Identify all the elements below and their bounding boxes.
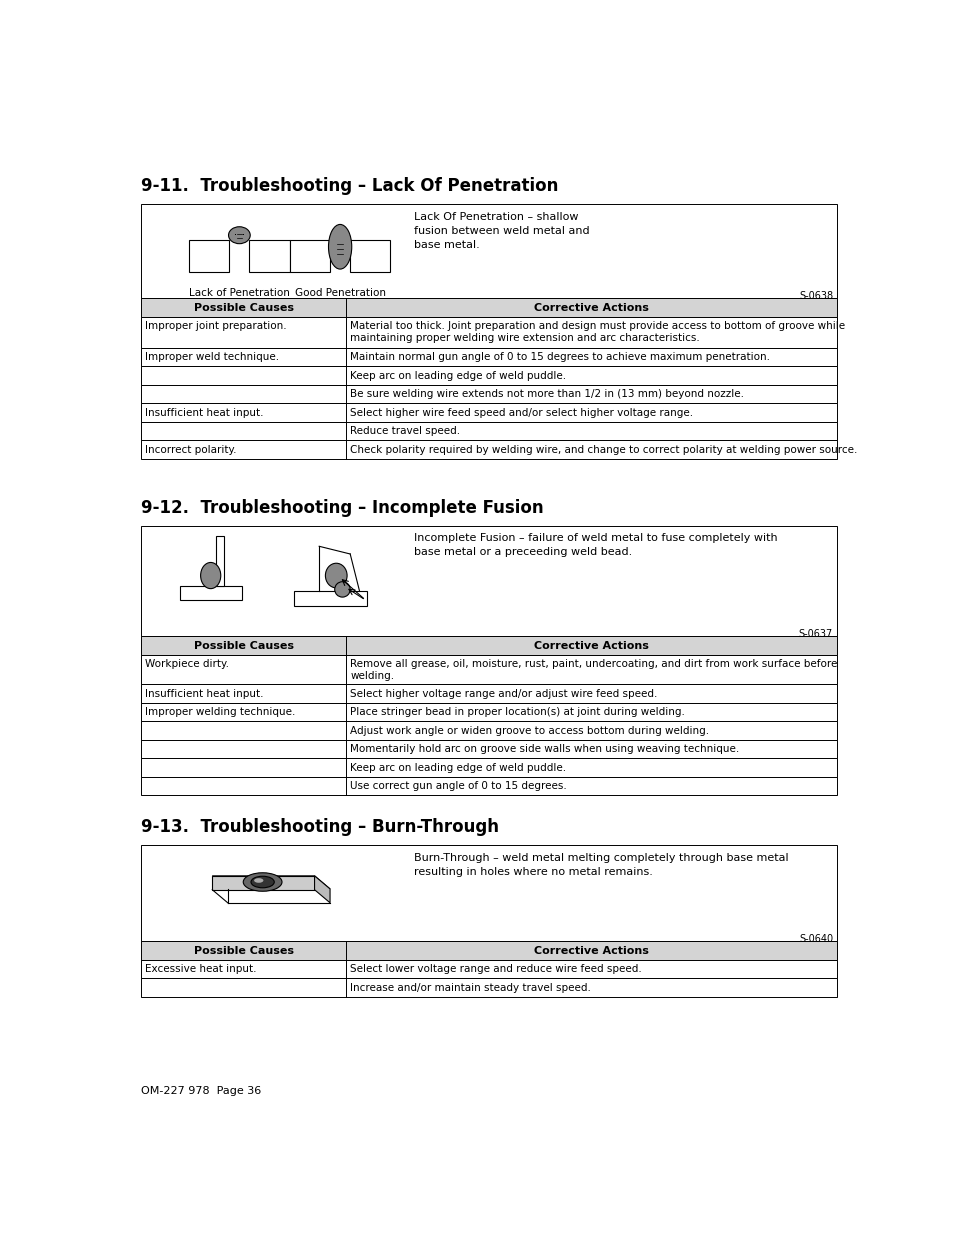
Bar [290,240,330,272]
Text: Reduce travel speed.: Reduce travel speed. [350,426,459,436]
Text: Keep arc on leading edge of weld puddle.: Keep arc on leading edge of weld puddle. [350,370,566,380]
Bar [141,403,836,421]
Text: Corrective Actions: Corrective Actions [534,641,648,651]
Text: Adjust work angle or widen groove to access bottom during welding.: Adjust work angle or widen groove to acc… [350,726,708,736]
Bar [141,978,836,997]
Text: Incorrect polarity.: Incorrect polarity. [145,445,236,454]
Text: Possible Causes: Possible Causes [193,303,294,312]
Text: 9-12.  Troubleshooting – Incomplete Fusion: 9-12. Troubleshooting – Incomplete Fusio… [141,499,543,516]
Ellipse shape [251,877,274,888]
Bar [141,204,836,299]
Bar [141,777,836,795]
Text: Check polarity required by welding wire, and change to correct polarity at weldi: Check polarity required by welding wire,… [350,445,857,454]
Text: Improper joint preparation.: Improper joint preparation. [145,321,286,331]
Text: Possible Causes: Possible Causes [193,641,294,651]
Text: Insufficient heat input.: Insufficient heat input. [145,689,263,699]
Ellipse shape [243,873,282,892]
Text: Burn-Through – weld metal melting completely through base metal
resulting in hol: Burn-Through – weld metal melting comple… [414,852,787,877]
Text: Corrective Actions: Corrective Actions [534,303,648,312]
Text: Lack of Penetration: Lack of Penetration [189,288,290,298]
Ellipse shape [253,878,263,883]
Text: Possible Causes: Possible Causes [193,946,294,956]
Bar [141,440,836,458]
Text: Keep arc on leading edge of weld puddle.: Keep arc on leading edge of weld puddle. [350,763,566,773]
Text: Incomplete Fusion – failure of weld metal to fuse completely with
base metal or : Incomplete Fusion – failure of weld meta… [414,534,777,557]
Bar [294,592,367,606]
Ellipse shape [328,225,352,269]
Bar [141,526,836,636]
Bar [141,684,836,703]
Bar [216,536,224,587]
Text: Good Penetration: Good Penetration [294,288,385,298]
Text: Be sure welding wire extends not more than 1/2 in (13 mm) beyond nozzle.: Be sure welding wire extends not more th… [350,389,743,399]
Bar [249,240,290,272]
Bar [141,636,836,655]
Bar [141,960,836,978]
Bar [141,845,836,941]
Text: 9-11.  Troubleshooting – Lack Of Penetration: 9-11. Troubleshooting – Lack Of Penetrat… [141,178,558,195]
Bar [141,384,836,403]
Text: Place stringer bead in proper location(s) at joint during welding.: Place stringer bead in proper location(s… [350,708,684,718]
Ellipse shape [325,563,347,588]
Text: Select higher wire feed speed and/or select higher voltage range.: Select higher wire feed speed and/or sel… [350,408,693,417]
Bar [141,941,836,960]
Text: 9-13.  Troubleshooting – Burn-Through: 9-13. Troubleshooting – Burn-Through [141,818,498,836]
Polygon shape [212,876,314,889]
Bar [141,758,836,777]
Text: S-0638: S-0638 [798,291,832,301]
Text: Use correct gun angle of 0 to 15 degrees.: Use correct gun angle of 0 to 15 degrees… [350,782,566,792]
Text: Remove all grease, oil, moisture, rust, paint, undercoating, and dirt from work : Remove all grease, oil, moisture, rust, … [350,659,837,680]
Bar [189,240,229,272]
Text: Improper welding technique.: Improper welding technique. [145,708,294,718]
Text: Maintain normal gun angle of 0 to 15 degrees to achieve maximum penetration.: Maintain normal gun angle of 0 to 15 deg… [350,352,769,362]
Bar [141,703,836,721]
Text: Improper weld technique.: Improper weld technique. [145,352,278,362]
Text: S-0640: S-0640 [798,935,832,945]
Bar [141,655,836,684]
Bar [350,240,390,272]
Text: Insufficient heat input.: Insufficient heat input. [145,408,263,417]
Text: Corrective Actions: Corrective Actions [534,946,648,956]
Bar [141,347,836,366]
Bar [141,421,836,440]
Bar [179,587,241,600]
Polygon shape [212,876,330,889]
Bar [141,721,836,740]
Ellipse shape [229,227,250,243]
Bar [141,366,836,384]
Ellipse shape [200,562,220,589]
Text: Lack Of Penetration – shallow
fusion between weld metal and
base metal.: Lack Of Penetration – shallow fusion bet… [414,212,589,251]
Text: Momentarily hold arc on groove side walls when using weaving technique.: Momentarily hold arc on groove side wall… [350,745,739,755]
Ellipse shape [335,582,350,597]
Text: Excessive heat input.: Excessive heat input. [145,965,256,974]
Bar [141,740,836,758]
Text: OM-227 978  Page 36: OM-227 978 Page 36 [141,1086,261,1095]
Text: Material too thick. Joint preparation and design must provide access to bottom o: Material too thick. Joint preparation an… [350,321,844,343]
Polygon shape [314,876,330,903]
Bar [141,317,836,347]
Text: Select higher voltage range and/or adjust wire feed speed.: Select higher voltage range and/or adjus… [350,689,657,699]
Text: Select lower voltage range and reduce wire feed speed.: Select lower voltage range and reduce wi… [350,965,641,974]
Text: Workpiece dirty.: Workpiece dirty. [145,659,229,669]
Text: S-0637: S-0637 [798,630,832,640]
Bar [141,299,836,317]
Text: Increase and/or maintain steady travel speed.: Increase and/or maintain steady travel s… [350,983,591,993]
